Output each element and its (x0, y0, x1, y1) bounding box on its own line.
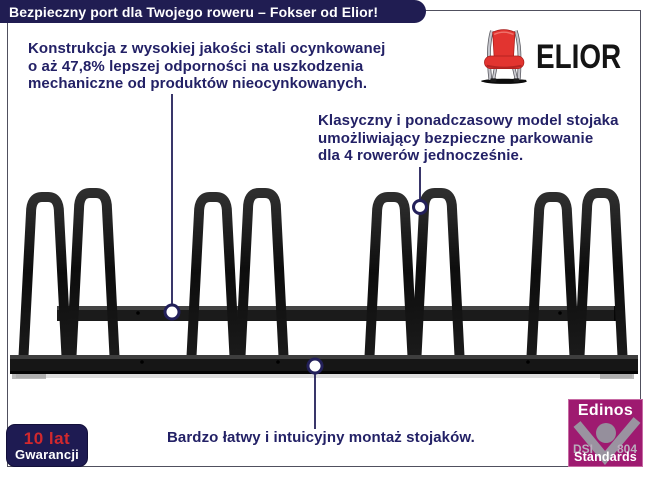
edinos-standards-label: Standards (574, 450, 637, 464)
rack-mounting-holes (136, 311, 562, 364)
warranty-badge: 10 lat Gwarancji (6, 424, 88, 467)
frame-border-top (420, 10, 641, 11)
callout-assembly-text: Bardzo łatwy i intuicyjny montaż stojakó… (167, 429, 475, 446)
callout-dot-3 (306, 357, 324, 375)
edinos-badge: Edinos DSI 804 Standards (568, 399, 643, 467)
warranty-years: 10 lat (23, 428, 71, 448)
frame-border-left (7, 10, 8, 467)
header-ribbon: Bezpieczny port dla Twojego roweru – Fok… (0, 0, 426, 23)
callout-dots (163, 199, 428, 375)
edinos-v-mark-icon (573, 417, 641, 466)
edinos-title: Edinos (577, 402, 634, 419)
frame-border-bottom (7, 466, 641, 467)
rack-front-rail (10, 355, 638, 374)
red-chair-icon (481, 29, 527, 84)
rack-floor-shadow (16, 374, 632, 378)
callout-dot-1 (163, 303, 181, 321)
brand-logo: ELIOR (480, 14, 640, 98)
brand-name: ELIOR (536, 37, 622, 76)
callout-dot-2 (412, 199, 428, 215)
callout-classic-text: Klasyczny i ponadczasowy model stojaka u… (318, 112, 619, 164)
callout-lines (171, 94, 421, 429)
frame-border-right (640, 10, 641, 467)
edinos-dsi-label: DSI (573, 442, 594, 456)
rack-hoops (18, 188, 628, 371)
edinos-804-label: 804 (616, 442, 637, 456)
warranty-label: Gwarancji (15, 446, 79, 462)
header-title: Bezpieczny port dla Twojego roweru – Fok… (9, 3, 379, 20)
callout-steel-text: Konstrukcja z wysokiej jakości stali ocy… (28, 40, 386, 92)
